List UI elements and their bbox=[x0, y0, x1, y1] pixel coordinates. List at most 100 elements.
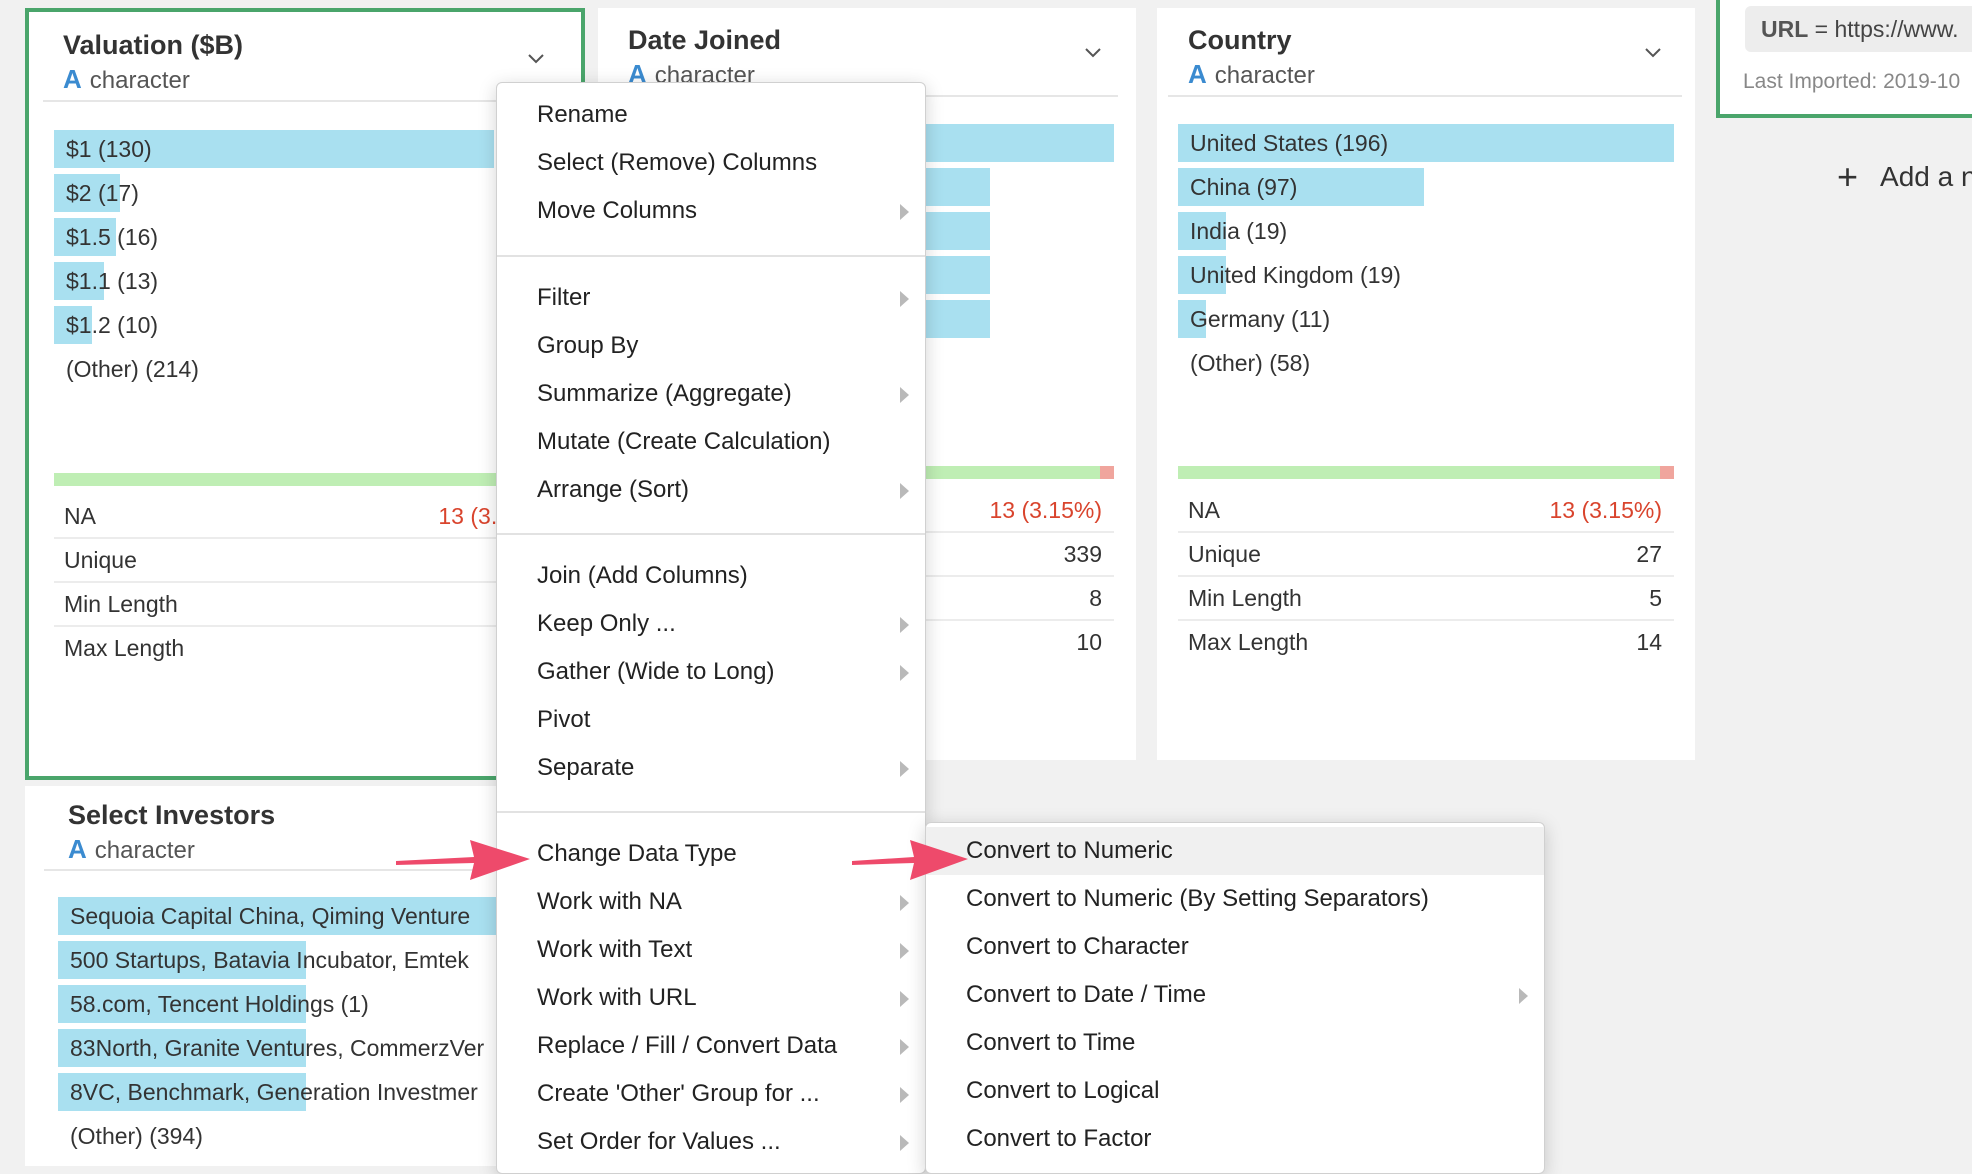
value-bar-row[interactable]: 58.com, Tencent Holdings (1) bbox=[58, 985, 498, 1023]
menu-item-rename[interactable]: Rename bbox=[537, 101, 628, 128]
menu-item-select-columns[interactable]: Select (Remove) Columns bbox=[537, 149, 818, 176]
last-imported-label: Last Imported: 2019-10 bbox=[1743, 70, 1961, 93]
value-label: 58.com, Tencent Holdings (1) bbox=[70, 991, 369, 1017]
value-bar-row[interactable]: Germany (11) bbox=[1178, 300, 1674, 338]
submenu-arrow-icon bbox=[900, 1039, 909, 1055]
stat-na: NA 13 (3.15%) bbox=[1178, 489, 1674, 533]
na-ratio-bar bbox=[1178, 466, 1660, 479]
frequency-bar bbox=[58, 941, 306, 979]
submenu-arrow-icon bbox=[900, 483, 909, 499]
value-label: (Other) (214) bbox=[66, 356, 199, 382]
value-label: $1.2 (10) bbox=[66, 312, 159, 338]
value-label: $1.1 (13) bbox=[66, 268, 159, 294]
menu-item-group-by[interactable]: Group By bbox=[537, 332, 639, 359]
menu-item-work-with-text[interactable]: Work with Text bbox=[497, 926, 925, 974]
value-label: $2 (17) bbox=[66, 180, 139, 206]
value-bar-row[interactable]: United Kingdom (19) bbox=[1178, 256, 1674, 294]
column-title: Date Joined bbox=[628, 25, 782, 55]
menu-separator bbox=[497, 811, 925, 813]
stat-max-length: Max Length bbox=[64, 635, 185, 661]
menu-item-filter[interactable]: Filter bbox=[497, 274, 925, 322]
annotation-arrow-icon bbox=[852, 840, 968, 880]
menu-item-convert-to-time[interactable]: Convert to Time bbox=[966, 1029, 1136, 1056]
value-label: Sequoia Capital China, Qiming Venture bbox=[70, 903, 471, 929]
value-bar-row[interactable]: China (97) bbox=[1178, 168, 1674, 206]
value-bar-row[interactable]: $1 (130) bbox=[54, 130, 494, 168]
add-step-button[interactable]: + Add a n bbox=[1837, 156, 1972, 198]
value-bar-row[interactable]: $1.5 (16) bbox=[54, 218, 494, 256]
value-bar-row[interactable]: $2 (17) bbox=[54, 174, 494, 212]
menu-item-convert-to-date-time[interactable]: Convert to Date / Time bbox=[926, 971, 1544, 1019]
menu-item-move-columns[interactable]: Move Columns bbox=[497, 187, 925, 235]
character-type-icon: A bbox=[628, 59, 647, 89]
value-bar-row[interactable]: India (19) bbox=[1178, 212, 1674, 250]
chevron-down-icon[interactable] bbox=[1644, 44, 1662, 62]
frequency-bar[interactable] bbox=[910, 124, 1114, 162]
value-label: Germany (11) bbox=[1190, 306, 1331, 332]
na-ratio-bar-missing bbox=[1660, 466, 1674, 479]
menu-item-convert-to-character[interactable]: Convert to Character bbox=[966, 933, 1189, 960]
menu-item-set-order[interactable]: Set Order for Values ... bbox=[497, 1118, 925, 1166]
stat-max-length: Max Length 14 bbox=[1188, 629, 1662, 655]
add-step-label: Add a n bbox=[1880, 161, 1972, 192]
chevron-down-icon[interactable] bbox=[527, 50, 545, 68]
submenu-arrow-icon bbox=[900, 665, 909, 681]
menu-item-mutate[interactable]: Mutate (Create Calculation) bbox=[537, 428, 831, 455]
stat-max-length: 10 bbox=[1076, 629, 1102, 655]
value-label: 8VC, Benchmark, Generation Investmer bbox=[70, 1079, 478, 1105]
submenu-arrow-icon bbox=[900, 895, 909, 911]
menu-item-arrange[interactable]: Arrange (Sort) bbox=[497, 466, 925, 514]
submenu-arrow-icon bbox=[1519, 988, 1528, 1004]
stat-unique: Unique 27 bbox=[1178, 533, 1674, 577]
menu-item-convert-to-factor[interactable]: Convert to Factor bbox=[966, 1125, 1152, 1152]
value-bar-row[interactable]: 500 Startups, Batavia Incubator, Emtek bbox=[58, 941, 498, 979]
value-bar-row[interactable]: Sequoia Capital China, Qiming Venture bbox=[58, 897, 498, 935]
frequency-bar bbox=[58, 1073, 306, 1111]
menu-item-convert-to-logical[interactable]: Convert to Logical bbox=[966, 1077, 1160, 1104]
other-values-row[interactable]: (Other) (214) bbox=[54, 350, 494, 388]
column-context-menu[interactable]: Rename Select (Remove) Columns Move Colu… bbox=[496, 82, 926, 1174]
stat-min-length: Min Length 5 bbox=[1178, 577, 1674, 621]
chevron-down-icon[interactable] bbox=[1084, 44, 1102, 62]
menu-item-summarize[interactable]: Summarize (Aggregate) bbox=[497, 370, 925, 418]
change-data-type-submenu[interactable]: Convert to Numeric Convert to Numeric (B… bbox=[925, 822, 1545, 1174]
column-type-label: character bbox=[1214, 62, 1315, 89]
value-label: India (19) bbox=[1190, 218, 1288, 244]
value-label: (Other) (58) bbox=[1190, 350, 1311, 376]
other-values-row[interactable]: (Other) (58) bbox=[1178, 344, 1674, 382]
source-url-field[interactable]: URL = https://www. bbox=[1745, 6, 1972, 52]
column-title: Country bbox=[1188, 25, 1292, 55]
value-bar-row[interactable]: $1.1 (13) bbox=[54, 262, 494, 300]
value-label: United States (196) bbox=[1190, 130, 1389, 156]
menu-item-replace-fill[interactable]: Replace / Fill / Convert Data bbox=[497, 1022, 925, 1070]
menu-item-pivot[interactable]: Pivot bbox=[537, 706, 591, 733]
stat-unique: Unique bbox=[54, 539, 504, 583]
header-divider bbox=[43, 100, 583, 102]
menu-item-convert-numeric-separators[interactable]: Convert to Numeric (By Setting Separator… bbox=[966, 885, 1429, 912]
value-bar-row[interactable]: $1.2 (10) bbox=[54, 306, 494, 344]
value-bar-row[interactable]: 83North, Granite Ventures, CommerzVer bbox=[58, 1029, 498, 1067]
menu-item-work-with-url[interactable]: Work with URL bbox=[497, 974, 925, 1022]
submenu-arrow-icon bbox=[900, 1135, 909, 1151]
na-ratio-bar bbox=[910, 466, 1100, 479]
menu-item-join[interactable]: Join (Add Columns) bbox=[537, 562, 748, 589]
column-title: Select Investors bbox=[68, 800, 276, 830]
other-values-row[interactable]: (Other) (394) bbox=[58, 1117, 498, 1155]
menu-item-create-other-group[interactable]: Create 'Other' Group for ... bbox=[497, 1070, 925, 1118]
submenu-arrow-icon bbox=[900, 617, 909, 633]
submenu-arrow-icon bbox=[900, 291, 909, 307]
value-bar-row[interactable]: United States (196) bbox=[1178, 124, 1674, 162]
menu-item-keep-only[interactable]: Keep Only ... bbox=[497, 600, 925, 648]
column-title: Valuation ($B) bbox=[63, 30, 244, 60]
menu-item-work-with-na[interactable]: Work with NA bbox=[497, 878, 925, 926]
submenu-arrow-icon bbox=[900, 991, 909, 1007]
value-bar-row[interactable]: 8VC, Benchmark, Generation Investmer bbox=[58, 1073, 498, 1111]
menu-item-separate[interactable]: Separate bbox=[497, 744, 925, 792]
menu-item-gather[interactable]: Gather (Wide to Long) bbox=[497, 648, 925, 696]
frequency-bar bbox=[58, 1029, 306, 1067]
value-label: $1 (130) bbox=[66, 136, 152, 162]
menu-item-change-data-type[interactable]: Change Data Type bbox=[537, 840, 737, 867]
menu-item-convert-to-numeric[interactable]: Convert to Numeric bbox=[926, 827, 1544, 875]
submenu-arrow-icon bbox=[900, 943, 909, 959]
